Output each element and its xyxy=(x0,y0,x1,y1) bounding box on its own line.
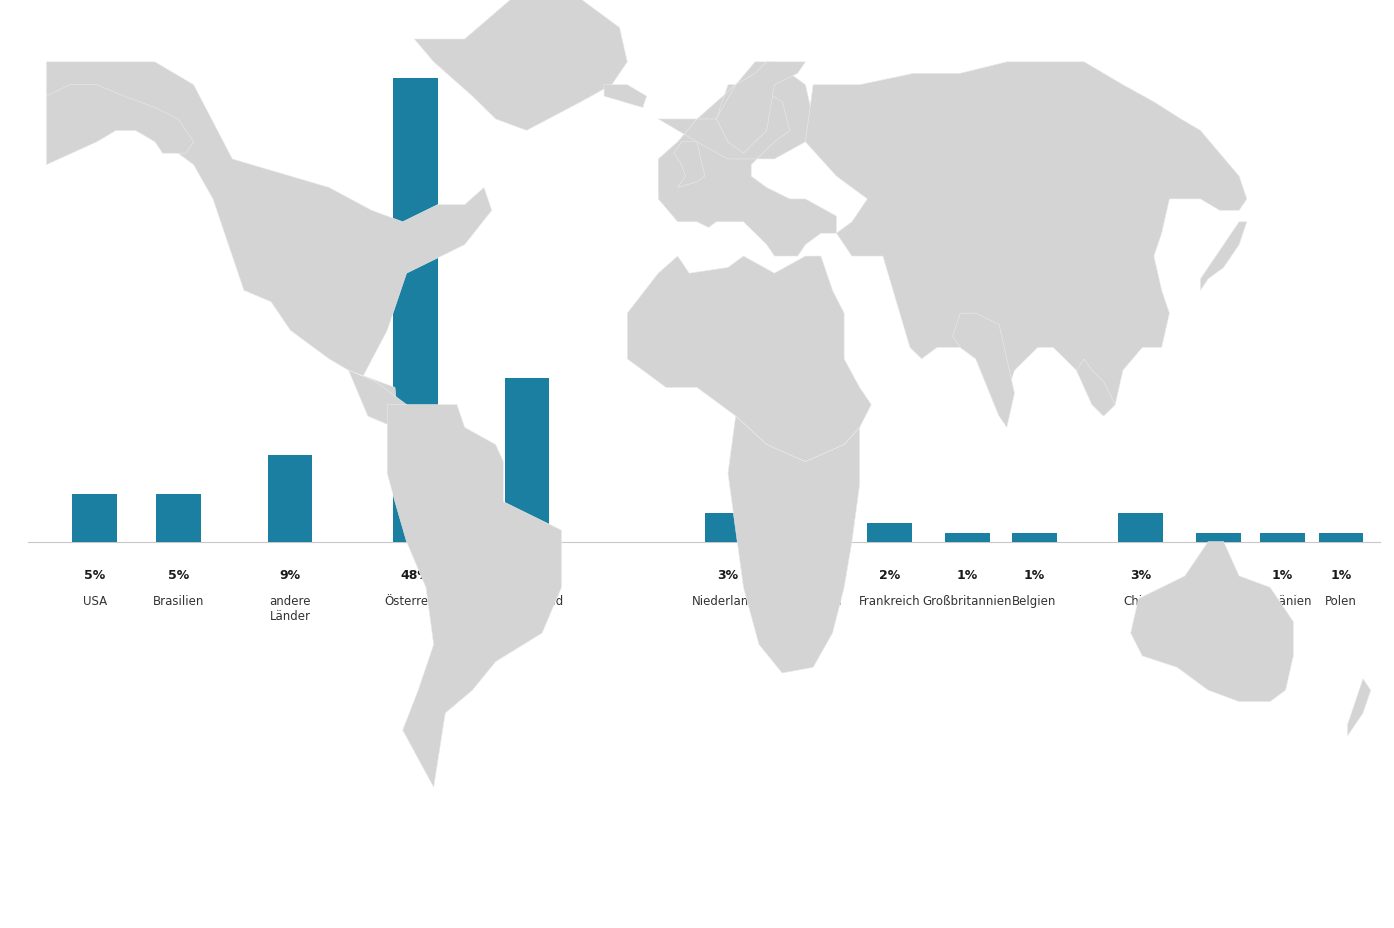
Polygon shape xyxy=(414,0,627,131)
Text: andere
Länder: andere Länder xyxy=(269,594,311,622)
Polygon shape xyxy=(1348,679,1370,736)
Text: 1%: 1% xyxy=(1330,569,1352,582)
Polygon shape xyxy=(952,314,1015,428)
Text: Frankreich: Frankreich xyxy=(859,594,920,607)
Text: 9%: 9% xyxy=(279,569,301,582)
Text: 2%: 2% xyxy=(878,569,901,582)
Text: 1%: 1% xyxy=(1271,569,1294,582)
Text: Schweden: Schweden xyxy=(781,594,842,607)
Bar xyxy=(268,456,312,543)
Text: China: China xyxy=(1124,594,1157,607)
Bar xyxy=(72,495,117,543)
Bar xyxy=(945,534,990,543)
Polygon shape xyxy=(658,63,836,257)
Polygon shape xyxy=(46,63,492,428)
Polygon shape xyxy=(673,143,705,188)
Polygon shape xyxy=(1200,223,1246,291)
Text: 3%: 3% xyxy=(717,569,739,582)
Polygon shape xyxy=(604,85,647,109)
Bar xyxy=(156,495,201,543)
Text: Rumänien: Rumänien xyxy=(1253,594,1312,607)
Text: Belgien: Belgien xyxy=(1012,594,1057,607)
Text: 48%: 48% xyxy=(400,569,431,582)
Text: USA: USA xyxy=(82,594,107,607)
Text: Deutschland: Deutschland xyxy=(489,594,565,607)
Text: 3%: 3% xyxy=(1129,569,1151,582)
Text: 1%: 1% xyxy=(1023,569,1046,582)
Text: 1%: 1% xyxy=(1207,569,1230,582)
Text: Großbritannien: Großbritannien xyxy=(923,594,1012,607)
Bar xyxy=(705,514,750,543)
Bar xyxy=(1118,514,1163,543)
Text: 5%: 5% xyxy=(84,569,106,582)
Polygon shape xyxy=(348,371,407,428)
Text: Polen: Polen xyxy=(1326,594,1356,607)
Text: Österreich: Österreich xyxy=(385,594,446,607)
Bar xyxy=(1012,534,1057,543)
Polygon shape xyxy=(1131,542,1294,702)
Bar xyxy=(1319,534,1363,543)
Text: 17%: 17% xyxy=(512,569,542,582)
Text: Südafrika: Südafrika xyxy=(1190,594,1246,607)
Bar xyxy=(393,79,438,543)
Text: 3%: 3% xyxy=(800,569,822,582)
Bar xyxy=(1196,534,1241,543)
Polygon shape xyxy=(717,63,806,154)
Text: Niederlande: Niederlande xyxy=(691,594,764,607)
Polygon shape xyxy=(388,406,562,788)
Polygon shape xyxy=(806,63,1246,417)
Text: Brasilien: Brasilien xyxy=(153,594,204,607)
Bar xyxy=(505,379,549,543)
Polygon shape xyxy=(627,257,871,462)
Polygon shape xyxy=(728,417,860,674)
Bar xyxy=(1260,534,1305,543)
Bar xyxy=(789,514,834,543)
Text: 5%: 5% xyxy=(167,569,190,582)
Polygon shape xyxy=(1076,359,1115,417)
Text: 1%: 1% xyxy=(956,569,979,582)
Polygon shape xyxy=(46,85,194,165)
Bar xyxy=(867,523,912,543)
